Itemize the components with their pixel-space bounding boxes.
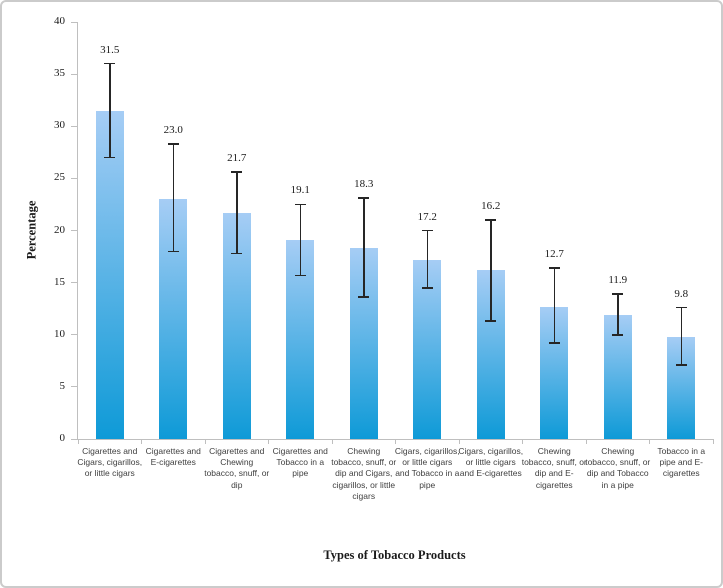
y-axis-tick: [71, 438, 78, 440]
error-bar-cap-top: [485, 219, 497, 221]
y-axis-tick-label: 20: [54, 223, 65, 236]
error-bar-cap-bottom: [104, 156, 116, 159]
x-axis-tick: [458, 439, 460, 444]
error-bar-cap-top: [294, 203, 306, 206]
y-axis-tick: [71, 125, 78, 127]
x-axis-tick: [331, 439, 333, 444]
error-bar-line: [617, 294, 619, 335]
x-axis-tick: [649, 439, 650, 444]
y-axis-tick: [71, 73, 78, 75]
x-axis-tick: [395, 439, 396, 444]
bar-value-label: 9.8: [674, 287, 689, 300]
x-axis-tick: [141, 439, 142, 444]
category-label: Cigarettes and E-cigarettes: [145, 446, 201, 468]
y-axis-tick-label: 15: [54, 275, 65, 288]
error-bar-cap-top: [167, 143, 179, 145]
x-axis-title: Types of Tobacco Products: [323, 548, 466, 562]
error-bar-cap-top: [358, 197, 370, 199]
error-bar-cap-bottom: [612, 334, 624, 336]
x-axis-tick: [522, 439, 523, 444]
bar-value-label: 12.7: [544, 248, 564, 261]
error-bar-cap-top: [231, 171, 243, 173]
error-bar-cap-top: [104, 62, 116, 65]
error-bar-line: [172, 143, 174, 252]
error-bar-cap-bottom: [231, 252, 243, 255]
bar-value-label: 23.0: [163, 123, 183, 136]
y-axis-tick-label: 0: [59, 432, 66, 444]
bar-value-label: 18.3: [354, 178, 374, 191]
bar-value-label: 21.7: [227, 152, 247, 165]
category-label: Cigarettes and Tobacco in a pipe: [272, 446, 328, 479]
category-label: Cigarettes and Cigars, cigarillos, or li…: [77, 446, 143, 479]
error-bar-cap-bottom: [167, 250, 179, 253]
error-bar-line: [680, 307, 682, 365]
y-axis-tick: [71, 230, 78, 231]
bar: [413, 259, 442, 439]
category-label: Chewing tobacco, snuff, or dip and E-cig…: [521, 446, 587, 490]
category-label: Cigarettes and Chewing tobacco, snuff, o…: [204, 446, 270, 490]
error-bar-cap-bottom: [675, 364, 687, 366]
error-bar-cap-bottom: [548, 342, 560, 344]
error-bar-line: [426, 230, 428, 288]
error-bar-line: [236, 172, 238, 254]
y-axis-tick: [71, 386, 78, 388]
bar-value-label: 31.5: [100, 43, 120, 56]
x-axis-tick: [585, 439, 587, 444]
bar-value-label: 19.1: [290, 184, 310, 197]
y-axis-tick-label: 35: [54, 67, 65, 80]
y-axis-tick-label: 10: [54, 327, 65, 340]
plot-area: 0 5 10 15 20 25 30 35 40 31.5 Cigarettes and Cigar…: [54, 15, 714, 501]
x-axis-tick: [77, 439, 79, 444]
bar: [603, 314, 632, 439]
error-bar-cap-top: [548, 267, 560, 269]
y-axis-tick-label: 5: [59, 379, 66, 392]
y-axis-tick: [71, 21, 78, 23]
error-bar-cap-bottom: [294, 274, 306, 277]
error-bar-cap-top: [675, 306, 687, 309]
error-bar-cap-top: [421, 229, 433, 232]
x-axis-tick: [712, 439, 714, 444]
y-axis-tick-label: 40: [54, 15, 65, 27]
error-bar-line: [553, 268, 555, 344]
error-bar-line: [299, 204, 301, 276]
category-label: Chewing tobacco, snuff, or dip and Tobac…: [585, 446, 651, 490]
error-bar-line: [363, 198, 365, 298]
error-bar-cap-bottom: [421, 287, 433, 289]
error-bar-cap-bottom: [358, 296, 370, 298]
x-axis-tick: [268, 439, 269, 444]
bar-value-label: 16.2: [481, 200, 501, 213]
category-label: Cigars, cigarillos, or little cigars and…: [394, 446, 460, 490]
category-label: Tobacco in a pipe and E-cigarettes: [657, 446, 706, 479]
x-axis-tick: [204, 439, 206, 444]
error-bar-line: [109, 63, 111, 158]
bar: [95, 110, 124, 439]
y-axis-tick-label: 25: [54, 171, 65, 184]
category-label: Cigars, cigarillos, or little cigars and…: [458, 446, 524, 479]
error-bar-line: [490, 220, 492, 322]
bar-value-label: 17.2: [417, 210, 437, 223]
y-axis-tick-label: 30: [54, 119, 65, 132]
y-axis-tick: [71, 334, 78, 336]
bar-value-label: 11.9: [608, 274, 628, 287]
error-bar-cap-bottom: [485, 320, 497, 322]
y-axis-tick: [71, 177, 78, 179]
category-label: Chewing tobacco, snuff, or dip and Cigar…: [331, 446, 397, 501]
error-bar-cap-top: [612, 293, 624, 295]
y-axis-tick: [71, 282, 78, 284]
